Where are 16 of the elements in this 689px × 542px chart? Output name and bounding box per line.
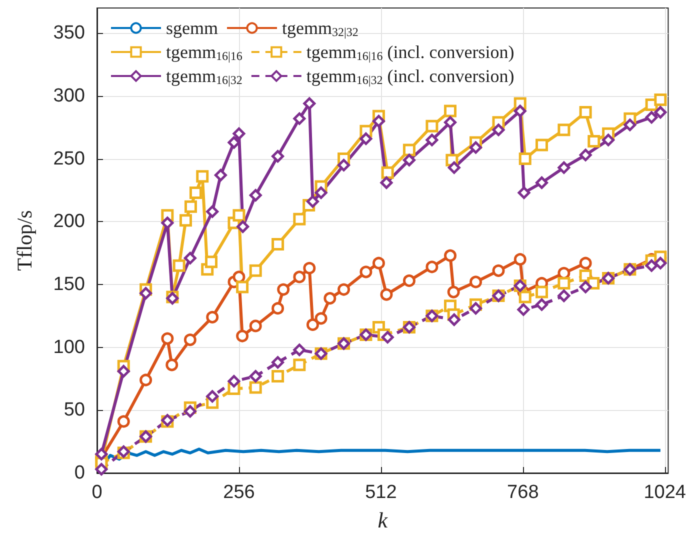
x-tick-label: 512	[365, 482, 397, 503]
y-tick-label: 100	[53, 336, 85, 358]
x-axis-title: k	[378, 508, 389, 532]
y-tick-label: 200	[53, 211, 85, 232]
x-tick-label: 256	[223, 482, 255, 503]
x-tick-label: 1024	[644, 482, 686, 503]
y-axis-title: Tflop/s	[12, 210, 36, 271]
y-tick-label: 300	[53, 85, 85, 106]
y-tick-label: 150	[53, 274, 85, 295]
y-tick-label: 350	[53, 22, 85, 44]
y-tick-label: 50	[64, 400, 85, 421]
y-tick-label: 0	[74, 462, 85, 484]
y-tick-label: 250	[53, 148, 85, 170]
x-tick-label: 0	[92, 482, 102, 503]
x-tick-label: 768	[507, 482, 539, 503]
legend-label: sgemm	[166, 18, 218, 38]
